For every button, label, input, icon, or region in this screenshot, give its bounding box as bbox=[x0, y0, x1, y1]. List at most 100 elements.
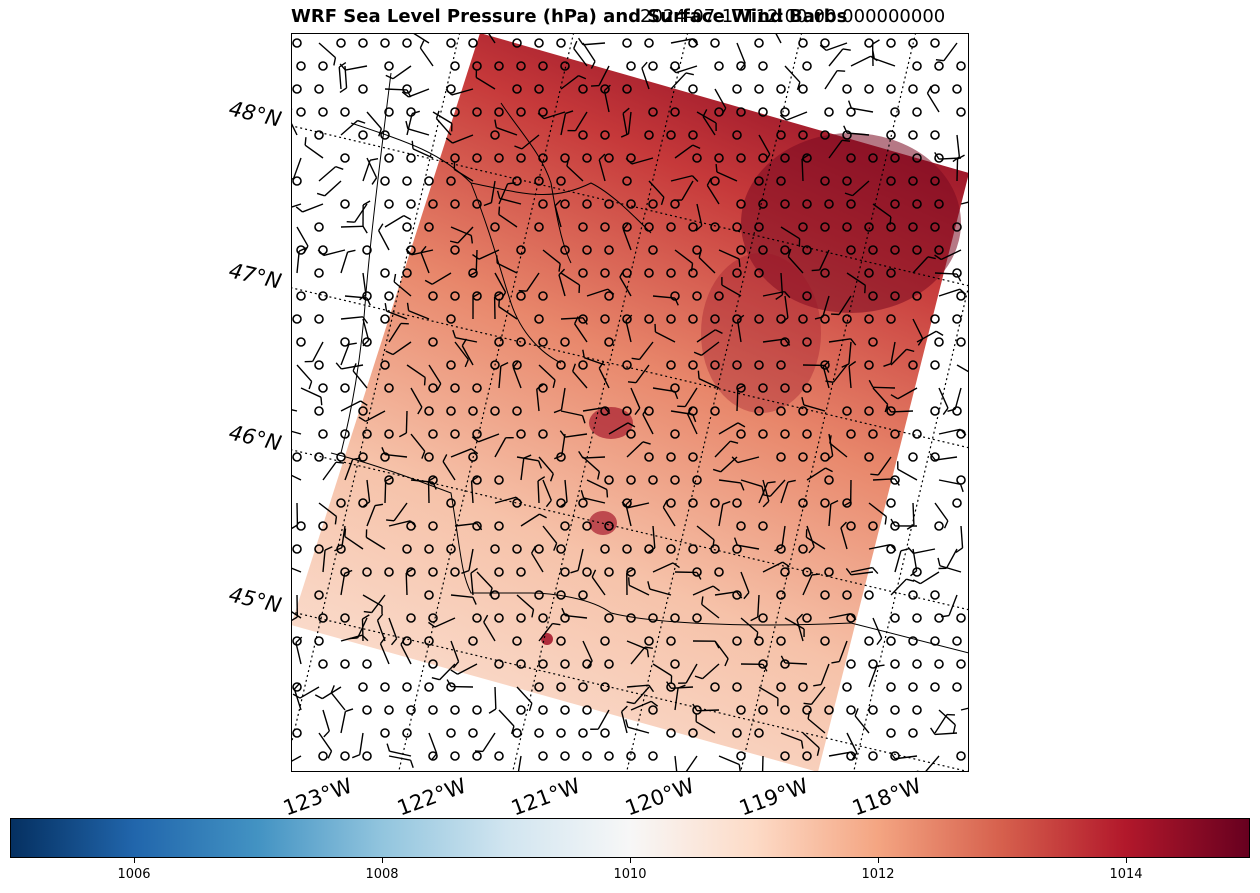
calm-circle bbox=[736, 429, 746, 439]
calm-circle bbox=[556, 728, 566, 738]
wind-barb-flag bbox=[762, 493, 771, 497]
wind-barb-flag bbox=[366, 297, 371, 306]
calm-circle bbox=[556, 636, 566, 646]
wind-barb bbox=[292, 157, 302, 179]
wind-barb-flag bbox=[906, 348, 915, 353]
calm-circle bbox=[578, 498, 588, 508]
wind-barb bbox=[877, 456, 892, 476]
wind-barb-flag bbox=[621, 705, 628, 713]
wind-barb-flag bbox=[334, 516, 338, 525]
calm-circle bbox=[754, 728, 764, 738]
wind-barb-flag bbox=[597, 471, 601, 480]
wind-barb-flag bbox=[698, 249, 702, 258]
wind-barb bbox=[406, 113, 413, 136]
wind-barb bbox=[938, 157, 962, 160]
wind-barb-flag bbox=[496, 190, 501, 199]
wind-barb-flag bbox=[733, 537, 738, 546]
wind-barb bbox=[801, 158, 804, 182]
calm-circle bbox=[908, 452, 918, 462]
calm-circle bbox=[890, 613, 900, 623]
calm-circle bbox=[736, 245, 746, 255]
wind-barb bbox=[340, 225, 364, 228]
wind-barb-flag bbox=[339, 87, 347, 94]
wind-barb bbox=[820, 663, 830, 685]
wind-barb bbox=[384, 215, 405, 228]
calm-circle bbox=[908, 130, 918, 140]
wind-barb-flag bbox=[755, 778, 762, 782]
wind-barb-flag bbox=[339, 63, 346, 71]
wind-barb bbox=[696, 203, 703, 226]
wind-barb-flag bbox=[573, 316, 579, 325]
wind-barb-flag bbox=[848, 360, 857, 367]
wind-barb-flag bbox=[295, 636, 303, 644]
wind-barb bbox=[450, 640, 460, 662]
calm-circle bbox=[604, 245, 614, 255]
wind-barb-flag bbox=[405, 248, 413, 256]
calm-circle bbox=[732, 84, 742, 94]
calm-circle bbox=[890, 153, 900, 163]
wind-barb bbox=[561, 433, 566, 456]
calm-circle bbox=[732, 314, 742, 324]
calm-circle bbox=[710, 314, 720, 324]
wind-barb-flag bbox=[483, 614, 489, 623]
wind-barb bbox=[714, 640, 729, 660]
calm-circle bbox=[406, 705, 416, 715]
wind-barb bbox=[784, 662, 808, 665]
calm-circle bbox=[604, 567, 614, 577]
calm-circle bbox=[776, 360, 786, 370]
wind-barb bbox=[371, 594, 386, 613]
wind-barb bbox=[582, 406, 605, 412]
wind-barb bbox=[318, 166, 337, 182]
wind-barb-flag bbox=[884, 516, 888, 525]
wind-barb-flag bbox=[327, 750, 333, 759]
wind-barb-flag bbox=[483, 202, 492, 207]
calm-circle bbox=[688, 222, 698, 232]
calm-circle bbox=[798, 406, 808, 416]
wind-barb bbox=[838, 640, 848, 662]
wind-barb bbox=[630, 387, 641, 409]
wind-barb-flag bbox=[642, 441, 651, 445]
calm-circle bbox=[626, 613, 636, 623]
wind-barb-flag bbox=[955, 547, 963, 554]
wind-barb bbox=[681, 180, 694, 201]
calm-circle bbox=[468, 268, 478, 278]
wind-barb bbox=[714, 440, 731, 458]
wind-barb-flag bbox=[712, 468, 721, 473]
calm-circle bbox=[842, 314, 852, 324]
wind-barb bbox=[526, 272, 540, 292]
wind-barb-flag bbox=[627, 381, 637, 384]
calm-circle bbox=[490, 360, 500, 370]
calm-circle bbox=[362, 567, 372, 577]
calm-circle bbox=[688, 268, 698, 278]
calm-circle bbox=[842, 130, 852, 140]
calm-circle bbox=[578, 268, 588, 278]
wind-barb bbox=[894, 550, 902, 573]
calm-circle bbox=[512, 406, 522, 416]
wind-barb bbox=[411, 249, 434, 256]
wind-barb-flag bbox=[850, 338, 857, 346]
wind-barb-flag bbox=[930, 727, 936, 735]
calm-circle bbox=[292, 176, 302, 186]
wind-barb-flag bbox=[304, 137, 307, 146]
wind-barb bbox=[872, 203, 892, 218]
map-plot bbox=[291, 33, 969, 772]
calm-circle bbox=[314, 452, 324, 462]
wind-barb bbox=[457, 226, 474, 244]
calm-circle bbox=[780, 245, 790, 255]
wind-barb-flag bbox=[598, 153, 606, 161]
calm-circle bbox=[886, 314, 896, 324]
wind-barb bbox=[324, 180, 342, 197]
wind-barb bbox=[674, 755, 678, 772]
wind-barb bbox=[806, 536, 826, 550]
wind-barb bbox=[359, 732, 364, 755]
calm-circle bbox=[802, 613, 812, 623]
calm-circle bbox=[380, 314, 390, 324]
wind-barb-flag bbox=[801, 396, 805, 406]
calm-circle bbox=[490, 544, 500, 554]
wind-barb bbox=[516, 456, 539, 462]
wind-barb bbox=[295, 642, 302, 665]
calm-circle bbox=[534, 222, 544, 232]
calm-circle bbox=[604, 291, 614, 301]
wind-barb-flag bbox=[461, 338, 468, 347]
calm-circle bbox=[428, 613, 438, 623]
